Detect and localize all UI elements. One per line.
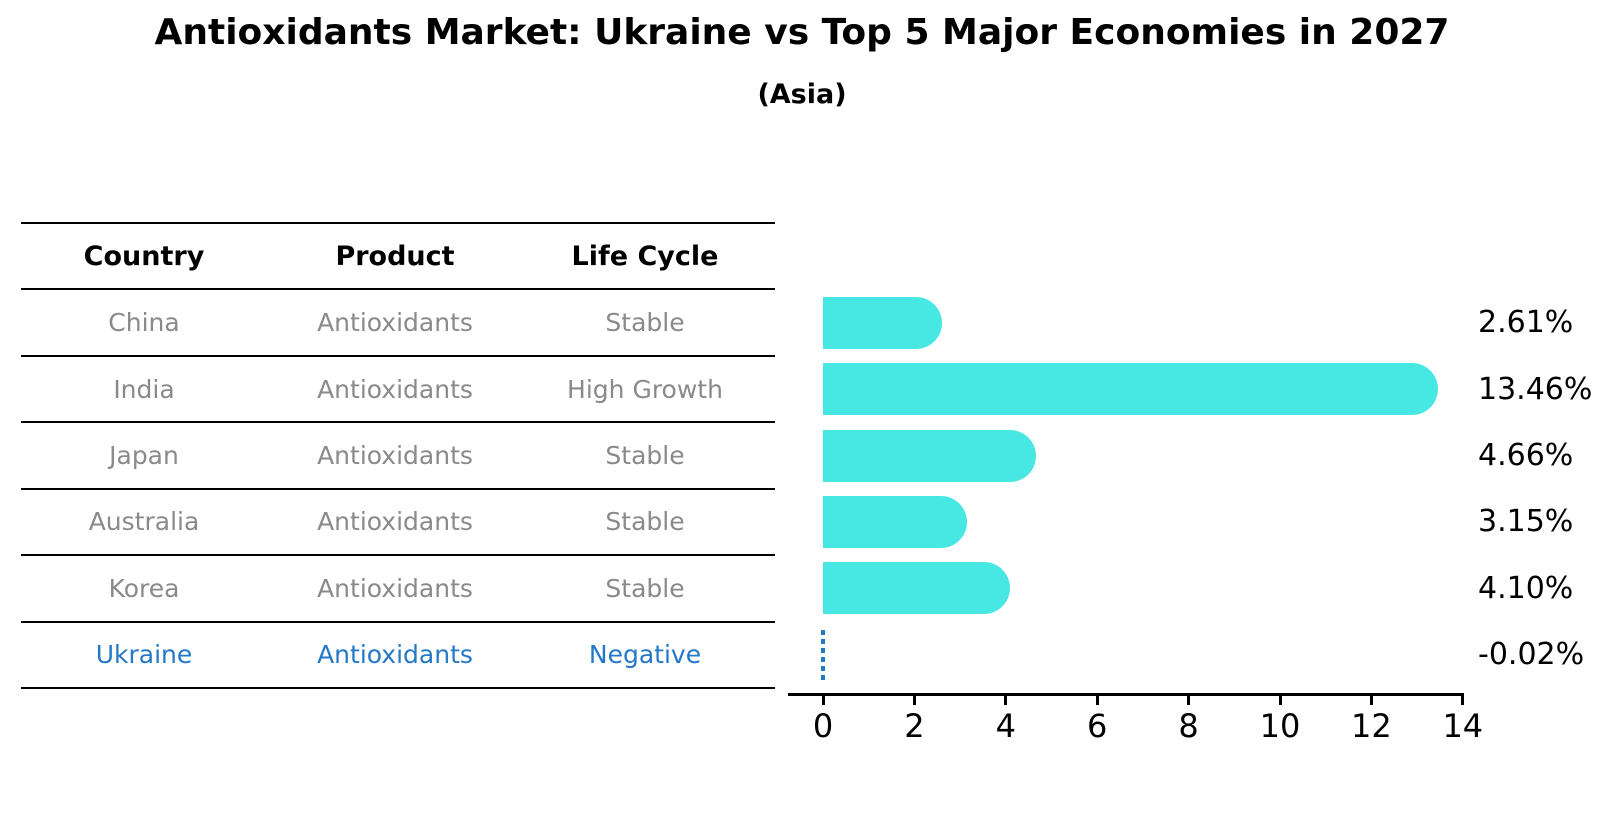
x-axis-tick-label: 8	[1178, 707, 1199, 745]
x-axis-tick	[1369, 696, 1373, 705]
country-table: Country Product Life Cycle China Antioxidant…	[21, 222, 775, 690]
chart-subtitle: (Asia)	[757, 79, 847, 110]
value-label: -0.02%	[1478, 637, 1585, 673]
x-axis-tick	[912, 696, 916, 705]
table-cell-country: Korea	[108, 573, 180, 603]
table-rule	[21, 222, 775, 224]
table-cell-product: Antioxidants	[317, 507, 473, 537]
x-axis-tick-label: 6	[1087, 707, 1108, 745]
x-axis-tick	[1278, 696, 1282, 705]
bar-india	[823, 363, 1439, 416]
x-axis-tick-label: 12	[1351, 707, 1392, 745]
x-axis-tick-label: 14	[1442, 707, 1484, 745]
table-cell-product: Antioxidants	[317, 440, 473, 470]
x-axis-tick-label: 0	[812, 707, 834, 745]
value-label: 3.15%	[1478, 504, 1574, 540]
table-rule	[21, 288, 775, 291]
table-cell-country: China	[108, 308, 180, 338]
bar-korea	[823, 562, 1011, 615]
value-label: 13.46%	[1478, 371, 1593, 407]
x-axis-tick-label: 10	[1259, 707, 1301, 745]
x-axis-tick	[1095, 696, 1099, 705]
x-axis-tick-label: 4	[995, 707, 1016, 745]
table-rule	[21, 554, 775, 557]
table-cell-life_cycle: High Growth	[567, 374, 723, 404]
table-rule	[21, 687, 775, 689]
highlight-dashed-marker	[821, 629, 825, 680]
table-cell-life_cycle: Stable	[605, 308, 685, 338]
x-axis-line	[788, 693, 1464, 696]
value-label: 2.61%	[1478, 305, 1574, 341]
table-cell-country: Australia	[88, 507, 200, 537]
table-cell-product: Antioxidants	[317, 640, 473, 670]
x-axis-tick	[1004, 696, 1008, 705]
table-cell-product: Antioxidants	[317, 308, 473, 338]
table-cell-life_cycle: Stable	[605, 573, 685, 603]
table-cell-country: Ukraine	[95, 640, 193, 670]
table-rule	[21, 421, 775, 424]
x-axis-tick-label: 2	[904, 707, 925, 745]
table-header-country: Country	[83, 240, 205, 272]
value-label: 4.66%	[1478, 438, 1574, 473]
bar-australia	[823, 495, 967, 548]
table-cell-product: Antioxidants	[317, 573, 473, 603]
x-axis-tick	[1461, 696, 1465, 705]
table-rule	[21, 487, 775, 490]
table-cell-country: India	[113, 374, 175, 404]
table-rule	[21, 354, 775, 357]
table-rule	[21, 620, 775, 623]
table-cell-product: Antioxidants	[317, 374, 473, 404]
table-cell-country: Japan	[109, 440, 179, 470]
table-header-life-cycle: Life Cycle	[571, 240, 719, 272]
value-label: 4.10%	[1478, 570, 1574, 606]
table-cell-life_cycle: Stable	[605, 507, 685, 537]
x-axis-tick	[821, 696, 825, 705]
table-header-product: Product	[335, 240, 455, 272]
table-cell-life_cycle: Negative	[588, 640, 702, 670]
table-cell-life_cycle: Stable	[605, 440, 685, 470]
bar-japan	[823, 429, 1036, 482]
bar-china	[823, 296, 943, 349]
x-axis-tick	[1187, 696, 1191, 705]
chart-title: Antioxidants Market: Ukraine vs Top 5 Ma…	[154, 12, 1450, 53]
